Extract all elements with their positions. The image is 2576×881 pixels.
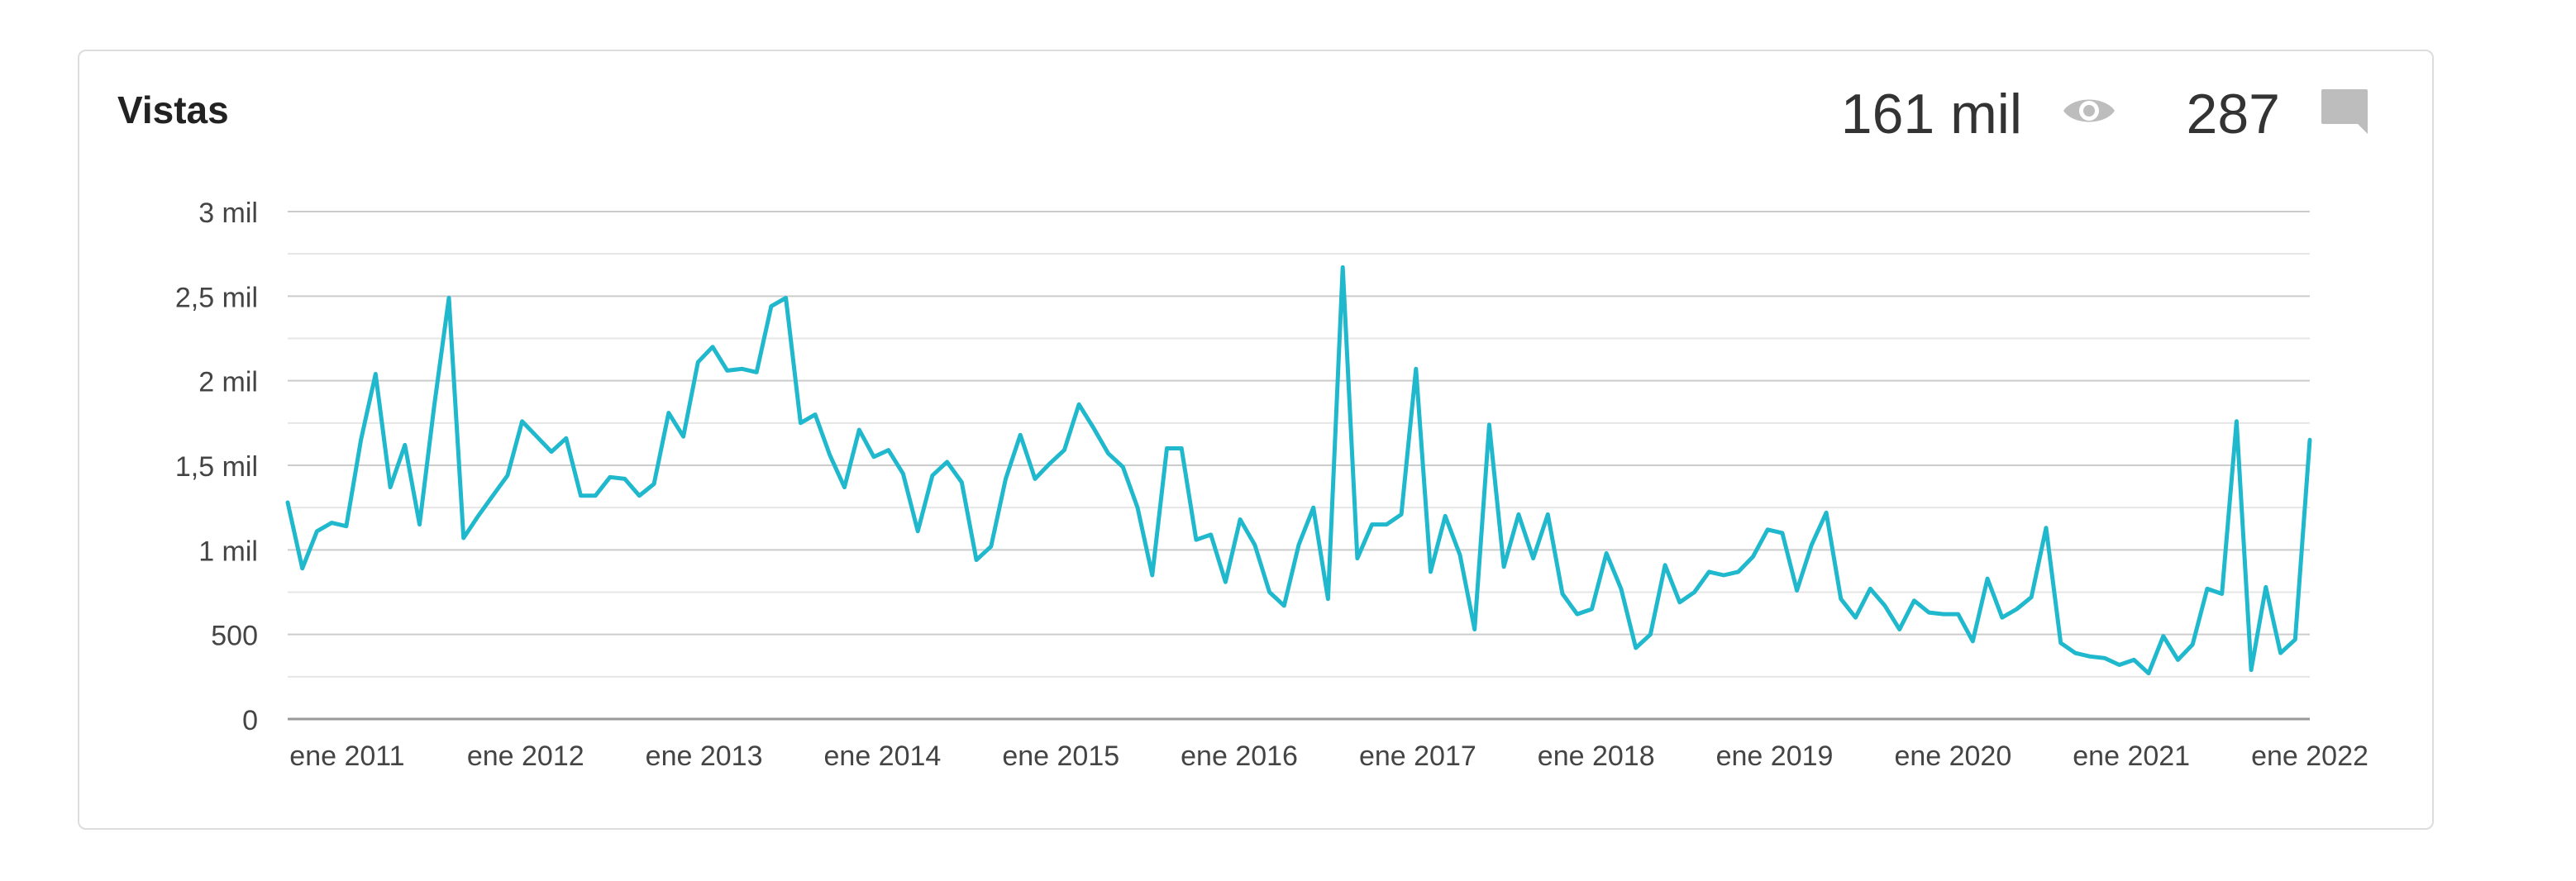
y-tick-label: 1 mil xyxy=(198,536,258,567)
x-tick-label: ene 2021 xyxy=(2073,741,2190,772)
y-tick-label: 500 xyxy=(211,621,258,652)
x-tick-label: ene 2011 xyxy=(289,741,404,772)
views-card xyxy=(78,50,2434,830)
comment-icon xyxy=(2321,89,2368,134)
eye-icon xyxy=(2063,99,2115,122)
y-tick-label: 3 mil xyxy=(198,198,258,229)
x-tick-label: ene 2012 xyxy=(467,741,584,772)
x-tick-label: ene 2017 xyxy=(1359,741,1476,772)
y-tick-label: 2,5 mil xyxy=(175,282,258,313)
y-tick-label: 0 xyxy=(242,705,258,736)
x-tick-label: ene 2020 xyxy=(1894,741,2011,772)
x-tick-label: ene 2016 xyxy=(1181,741,1298,772)
y-tick-label: 1,5 mil xyxy=(175,451,258,483)
x-tick-label: ene 2015 xyxy=(1002,741,1119,772)
x-tick-label: ene 2014 xyxy=(824,741,942,772)
y-tick-label: 2 mil xyxy=(198,367,258,398)
comments-total: 287 xyxy=(2186,83,2280,145)
x-tick-label: ene 2022 xyxy=(2251,741,2368,772)
x-tick-label: ene 2018 xyxy=(1538,741,1655,772)
x-tick-label: ene 2013 xyxy=(646,741,763,772)
card-title: Vistas xyxy=(117,88,229,131)
series-line xyxy=(285,265,2312,676)
views-total: 161 mil xyxy=(1840,83,2022,145)
x-tick-label: ene 2019 xyxy=(1716,741,1834,772)
